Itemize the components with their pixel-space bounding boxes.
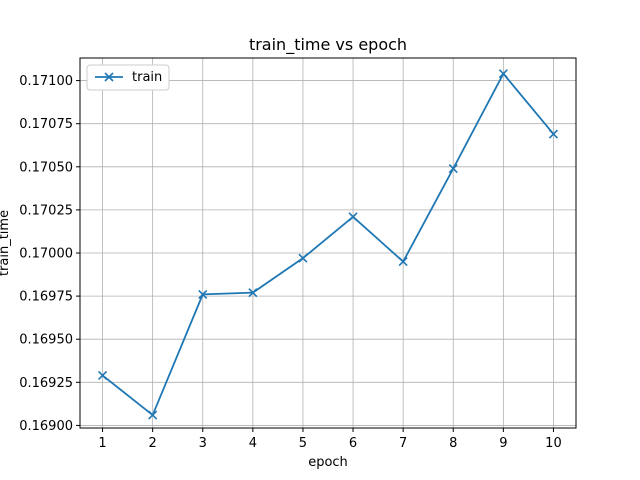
y-tick-label: 0.17000 (19, 247, 73, 262)
legend-label-train: train (132, 70, 162, 85)
x-tick-label: 9 (499, 436, 507, 451)
x-tick-label: 3 (199, 436, 207, 451)
data-point-marker (398, 257, 408, 267)
y-tick-label: 0.16900 (19, 419, 73, 434)
grid-lines (80, 58, 576, 428)
data-point-marker (248, 288, 258, 298)
data-point-marker (448, 163, 458, 174)
data-point-marker (148, 410, 158, 420)
data-point-marker (298, 253, 308, 263)
series-line-train (101, 72, 555, 416)
x-tick-label: 6 (349, 436, 357, 451)
y-tick-label: 0.16925 (19, 376, 73, 391)
data-point-marker (198, 289, 208, 299)
x-tick-label: 5 (299, 436, 307, 451)
y-tick-label: 0.16975 (19, 290, 73, 305)
x-tick-label: 2 (149, 436, 157, 451)
x-tick-label: 7 (399, 436, 407, 451)
y-tick-label: 0.16950 (19, 333, 73, 348)
series-layer (97, 69, 559, 420)
data-point-marker (498, 69, 508, 79)
plot-frame (79, 57, 577, 429)
x-tick-label: 10 (545, 436, 562, 451)
data-point-marker (97, 370, 108, 380)
data-point-marker (548, 129, 559, 139)
plot-area (80, 58, 576, 428)
x-tick-label: 4 (249, 436, 257, 451)
x-tick-label: 1 (98, 436, 106, 451)
legend-box (86, 64, 170, 91)
legend: train (86, 64, 170, 91)
x-tick-label: 8 (449, 436, 457, 451)
tick-layer: 1 2 3 4 5 6 7 8 9 10 0.16900 0.16925 0.16950 0.16975 0… (19, 74, 561, 451)
legend-marker (104, 72, 114, 82)
y-tick-label: 0.17050 (19, 160, 73, 175)
y-tick-label: 0.17075 (19, 117, 73, 132)
x-axis-label: epoch (308, 455, 348, 470)
chart-title: train_time vs epoch (249, 35, 407, 55)
y-tick-label: 0.17100 (19, 74, 73, 89)
data-point-marker (348, 212, 358, 222)
y-axis-label: train_time (0, 210, 12, 276)
y-tick-label: 0.17025 (19, 203, 73, 218)
